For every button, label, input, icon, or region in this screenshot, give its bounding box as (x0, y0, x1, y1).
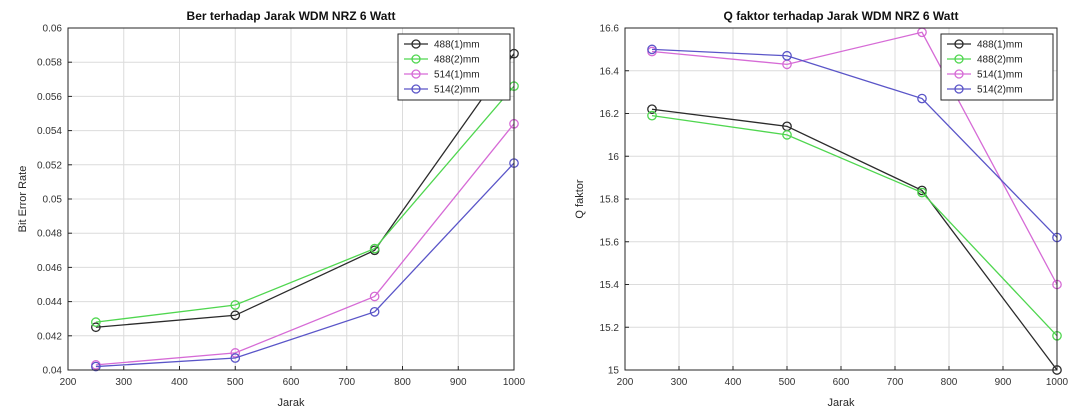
data-point (647, 104, 657, 115)
chart-title: Q faktor terhadap Jarak WDM NRZ 6 Watt (724, 9, 959, 23)
data-point (91, 361, 101, 372)
y-tick-label: 15.2 (600, 323, 620, 334)
series-line (95, 85, 515, 323)
y-tick-label: 0.05 (43, 195, 63, 206)
y-tick-label: 0.04 (43, 366, 63, 377)
x-tick-label: 200 (617, 377, 634, 388)
series-line (651, 48, 1058, 238)
legend-entry: 514(2)mm (434, 85, 480, 96)
y-tick-label: 0.058 (37, 58, 62, 69)
y-tick-label: 0.042 (37, 331, 62, 342)
y-tick-label: 0.044 (37, 297, 62, 308)
y-tick-label: 15.6 (600, 237, 620, 248)
legend-marker (954, 84, 964, 94)
data-point (91, 317, 101, 327)
x-tick-label: 600 (833, 377, 850, 388)
axes-box (624, 27, 1058, 371)
series-line (95, 123, 515, 366)
legend-entry: 488(1)mm (977, 40, 1023, 51)
data-point (230, 353, 241, 363)
legend-marker (954, 39, 964, 49)
x-tick-label: 400 (171, 377, 188, 388)
x-axis-label: Jarak (278, 397, 305, 409)
legend-marker (411, 54, 421, 64)
legend-marker (954, 54, 964, 64)
x-axis-label: Jarak (828, 397, 855, 409)
data-point (782, 50, 792, 61)
legend-marker (411, 84, 421, 94)
series-line (651, 108, 1058, 371)
y-tick-label: 16.6 (600, 24, 620, 35)
series-line (651, 31, 1058, 285)
x-tick-label: 500 (779, 377, 796, 388)
y-tick-label: 16 (608, 152, 620, 163)
legend-entry: 514(1)mm (977, 70, 1023, 81)
y-axis-label: Q faktor (574, 179, 586, 218)
data-point (782, 130, 792, 140)
y-tick-label: 15 (608, 366, 620, 377)
x-tick-label: 800 (394, 377, 411, 388)
data-point (91, 322, 101, 333)
q-factor-chart: Q faktor terhadap Jarak WDM NRZ 6 Watt J… (574, 9, 1069, 409)
legend: 488(1)mm 488(2)mm 514(1)mm 514(2)mm (397, 33, 511, 101)
y-tick-label: 0.048 (37, 229, 62, 240)
y-tick-label: 16.2 (600, 109, 620, 120)
y-tick-label: 0.056 (37, 92, 62, 103)
x-tick-label: 400 (725, 377, 742, 388)
ber-chart: Ber terhadap Jarak WDM NRZ 6 Watt Jarak … (17, 9, 526, 409)
data-point (369, 307, 380, 317)
legend-marker (954, 69, 964, 79)
x-tick-label: 300 (115, 377, 132, 388)
y-tick-label: 15.4 (600, 280, 620, 291)
series-line (95, 162, 515, 368)
legend: 488(1)mm 488(2)mm 514(1)mm 514(2)mm (940, 33, 1054, 101)
data-point (917, 93, 927, 104)
x-tick-label: 1000 (503, 377, 526, 388)
data-point (230, 300, 241, 310)
legend-entry: 514(1)mm (434, 70, 480, 81)
x-tick-label: 800 (941, 377, 958, 388)
data-point (647, 44, 657, 55)
data-point (369, 243, 380, 254)
y-axis-label: Bit Error Rate (17, 166, 29, 233)
legend-entry: 488(1)mm (434, 40, 480, 51)
data-point (647, 110, 657, 121)
x-tick-label: 200 (60, 377, 77, 388)
x-tick-label: 700 (887, 377, 904, 388)
chart-title: Ber terhadap Jarak WDM NRZ 6 Watt (187, 9, 396, 23)
y-tick-label: 0.054 (37, 126, 62, 137)
axes-box (67, 27, 515, 371)
x-tick-label: 1000 (1046, 377, 1069, 388)
legend-entry: 488(2)mm (977, 55, 1023, 66)
legend-marker (411, 69, 421, 79)
data-point (369, 291, 380, 302)
x-tick-label: 600 (283, 377, 300, 388)
x-tick-label: 300 (671, 377, 688, 388)
data-point (230, 348, 241, 358)
data-point (917, 187, 927, 198)
series-line (651, 114, 1058, 337)
legend-entry: 488(2)mm (434, 55, 480, 66)
y-tick-label: 0.052 (37, 160, 62, 171)
legend-marker (411, 39, 421, 49)
y-tick-label: 16.4 (600, 66, 620, 77)
legend-entry: 514(2)mm (977, 85, 1023, 96)
x-tick-label: 700 (338, 377, 355, 388)
y-tick-label: 0.06 (43, 24, 63, 35)
x-tick-label: 900 (995, 377, 1012, 388)
data-point (230, 310, 241, 321)
x-tick-label: 500 (227, 377, 244, 388)
y-tick-label: 15.8 (600, 195, 620, 206)
y-tick-label: 0.046 (37, 263, 62, 274)
x-tick-label: 900 (450, 377, 467, 388)
series-line (95, 53, 515, 328)
